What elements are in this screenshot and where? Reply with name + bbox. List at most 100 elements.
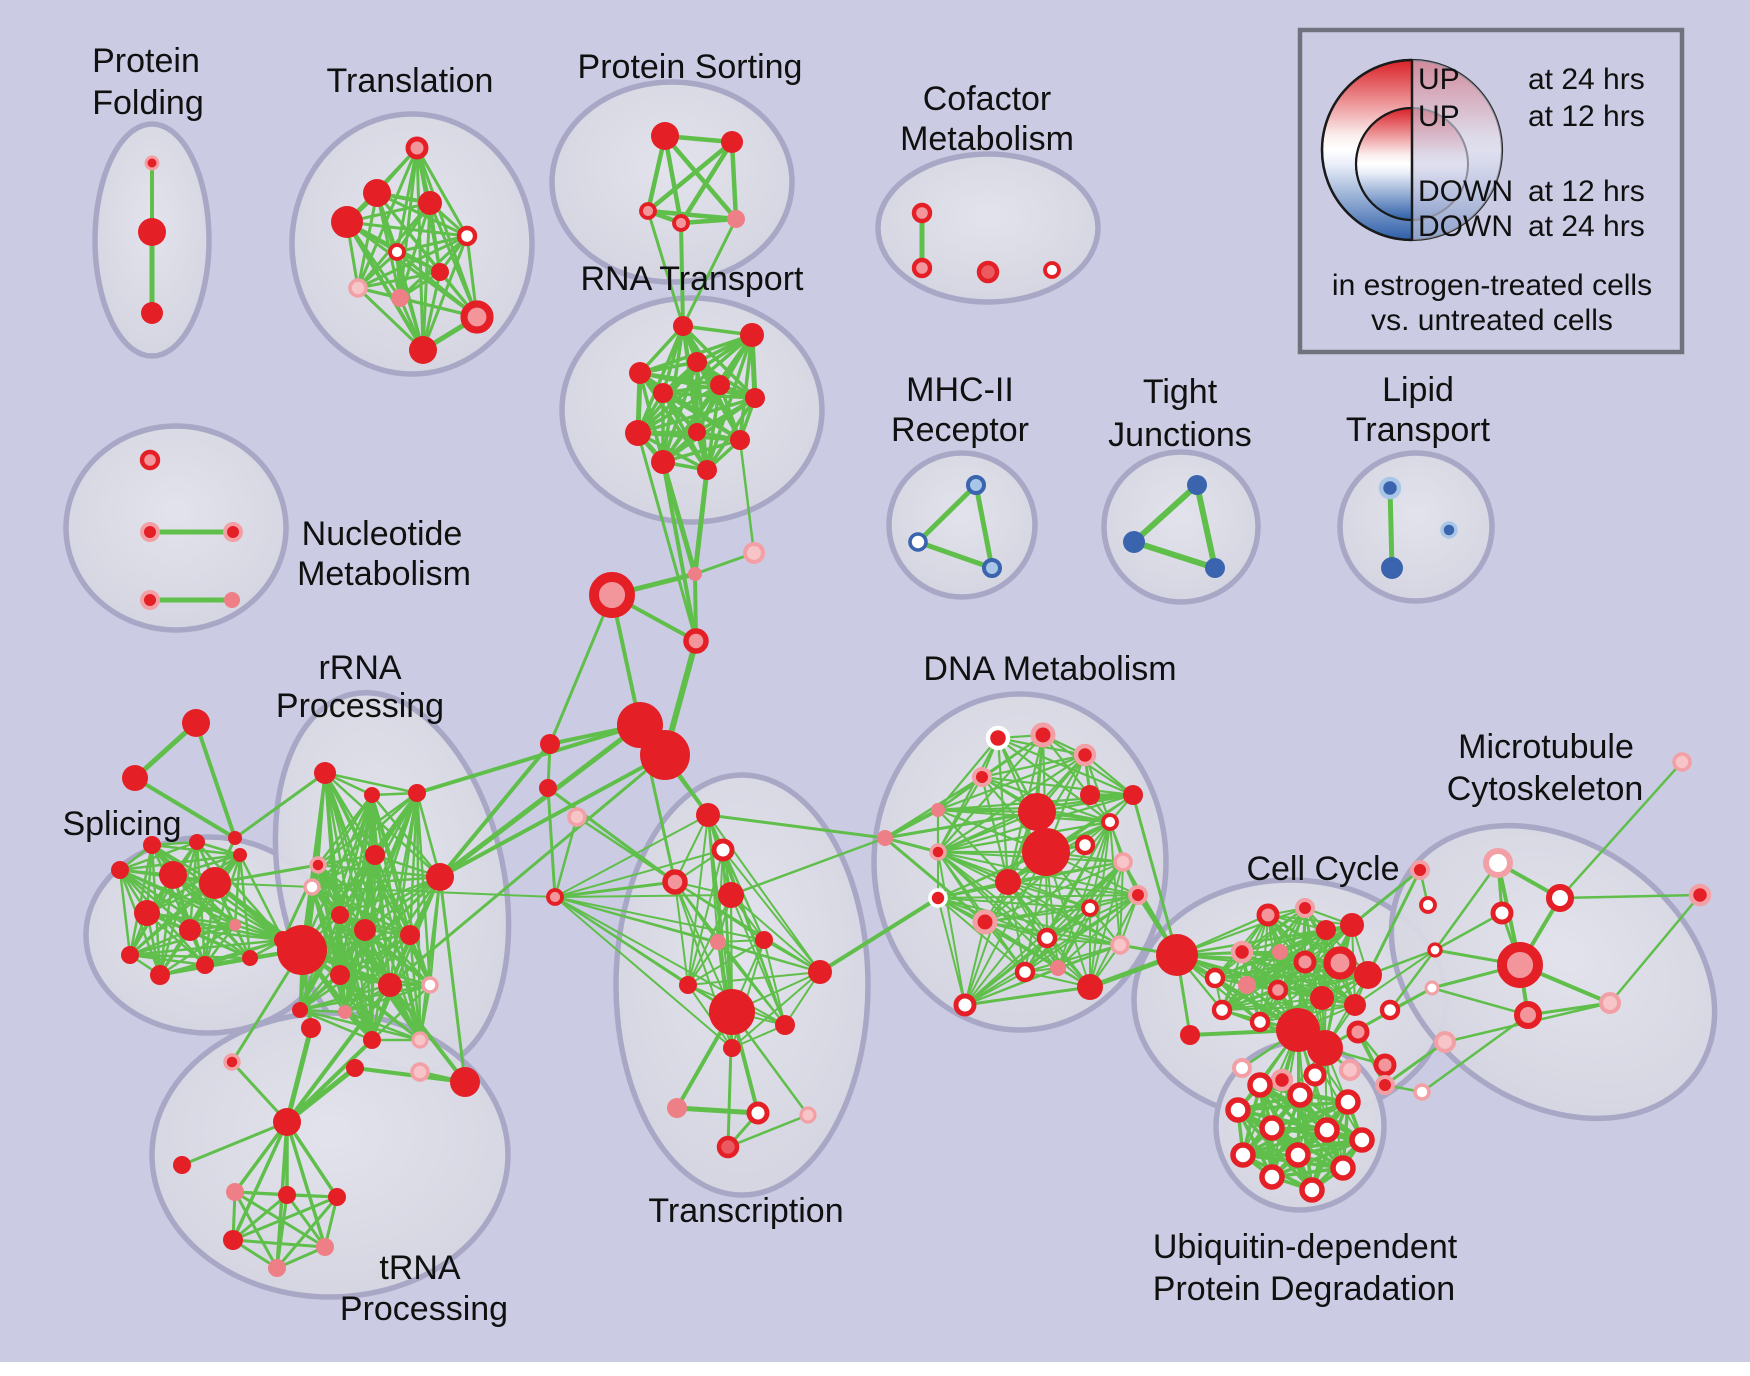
- network-edge: [275, 1195, 339, 1270]
- network-edge: [370, 793, 442, 879]
- network-node: [721, 131, 743, 153]
- network-edge: [687, 814, 709, 986]
- network-node: [567, 807, 587, 827]
- network-edge: [1174, 952, 1301, 1033]
- network-node: [1375, 1075, 1395, 1095]
- legend-direction-label: DOWN: [1418, 210, 1513, 243]
- network-node: [277, 925, 327, 975]
- cluster-label-transcription: Transcription: [648, 1192, 843, 1230]
- network-node: [1014, 961, 1036, 983]
- network-node: [144, 155, 160, 171]
- legend-outer-left-arc: [1320, 58, 1413, 242]
- network-edge: [1297, 1029, 1344, 1169]
- network-node: [1378, 476, 1402, 500]
- network-node: [697, 460, 717, 480]
- network-edge: [636, 431, 698, 643]
- network-edge: [1558, 760, 1684, 900]
- network-node: [196, 956, 214, 974]
- network-node: [1330, 1155, 1356, 1181]
- cluster-label-translation: Translation: [327, 62, 494, 100]
- network-edge: [915, 539, 995, 571]
- network-node: [742, 541, 766, 565]
- network-edge: [338, 875, 442, 917]
- legend-inner-left-arc: [1354, 106, 1413, 222]
- network-node: [673, 316, 693, 336]
- network-edge: [554, 849, 724, 898]
- network-edge: [738, 333, 754, 442]
- network-edge: [1241, 1128, 1329, 1157]
- network-node: [121, 946, 139, 964]
- network-node: [1381, 557, 1403, 579]
- network-edge: [638, 371, 665, 464]
- network-edge: [233, 1120, 289, 1194]
- network-node: [1123, 785, 1143, 805]
- network-edge: [285, 983, 392, 1124]
- network-edge: [645, 139, 735, 214]
- network-node: [150, 965, 170, 985]
- network-edge: [554, 896, 733, 1049]
- network-edge: [1383, 1040, 1447, 1087]
- network-node: [667, 1098, 687, 1118]
- network-node: [1204, 967, 1226, 989]
- network-edge: [687, 939, 765, 986]
- network-node: [1101, 813, 1119, 831]
- network-edge: [338, 913, 422, 1042]
- network-node: [338, 1005, 352, 1019]
- network-node: [1247, 1072, 1273, 1098]
- network-edge: [1297, 1029, 1313, 1191]
- network-node: [316, 1238, 334, 1256]
- network-node: [1205, 558, 1225, 578]
- network-edge: [980, 753, 1087, 779]
- network-edge: [937, 897, 1091, 909]
- network-node: [972, 767, 992, 787]
- network-edge: [937, 851, 1048, 939]
- legend-direction-label: UP: [1418, 63, 1460, 96]
- cluster-ellipse-nucleotide-metabolism: [63, 423, 289, 633]
- network-edge: [553, 815, 579, 899]
- network-edge: [284, 1025, 314, 1125]
- network-edge: [661, 460, 698, 643]
- network-edge: [546, 786, 677, 884]
- network-edge: [883, 836, 987, 924]
- network-node: [418, 191, 442, 215]
- network-edge: [687, 849, 724, 986]
- network-node: [141, 302, 163, 324]
- legend: UP at 24 hrs UP at 12 hrs DOWN at 12 hrs DOWN a…: [1297, 27, 1685, 355]
- cluster-label-protein-folding: Protein: [92, 42, 200, 80]
- cluster-label-mhc-ii-receptor: MHC-II: [906, 371, 1014, 409]
- cluster-label-rrna-processing: rRNA: [318, 649, 401, 687]
- network-node: [1483, 848, 1513, 878]
- network-edge: [1236, 1100, 1350, 1112]
- network-node: [1410, 860, 1430, 880]
- network-node: [1354, 961, 1382, 989]
- network-node: [354, 919, 376, 941]
- network-node: [1545, 883, 1575, 913]
- node-layer: [111, 122, 1712, 1277]
- network-edge: [1175, 928, 1328, 957]
- network-node: [740, 323, 764, 347]
- network-node: [1323, 946, 1357, 980]
- network-edge: [300, 875, 442, 952]
- network-node: [182, 709, 210, 737]
- network-edge: [681, 217, 738, 328]
- network-node: [911, 202, 933, 224]
- network-node: [718, 882, 744, 908]
- network-edge: [373, 853, 422, 1042]
- network-edge: [300, 793, 374, 952]
- network-edge: [705, 396, 757, 472]
- network-node: [799, 1106, 817, 1124]
- network-node: [953, 993, 977, 1017]
- network-edge: [388, 983, 467, 1084]
- network-edge: [1194, 482, 1218, 571]
- network-node: [746, 1101, 770, 1125]
- network-edge: [726, 1113, 810, 1149]
- network-node: [1259, 1115, 1285, 1141]
- network-edge: [646, 209, 685, 328]
- network-edge: [661, 391, 742, 442]
- network-edge: [356, 270, 442, 290]
- cluster-label-microtubule-cytoskeleton: Microtubule: [1458, 728, 1634, 766]
- network-node: [1293, 950, 1317, 974]
- network-node: [1270, 1068, 1294, 1092]
- network-node: [1490, 901, 1514, 925]
- network-node: [1187, 475, 1207, 495]
